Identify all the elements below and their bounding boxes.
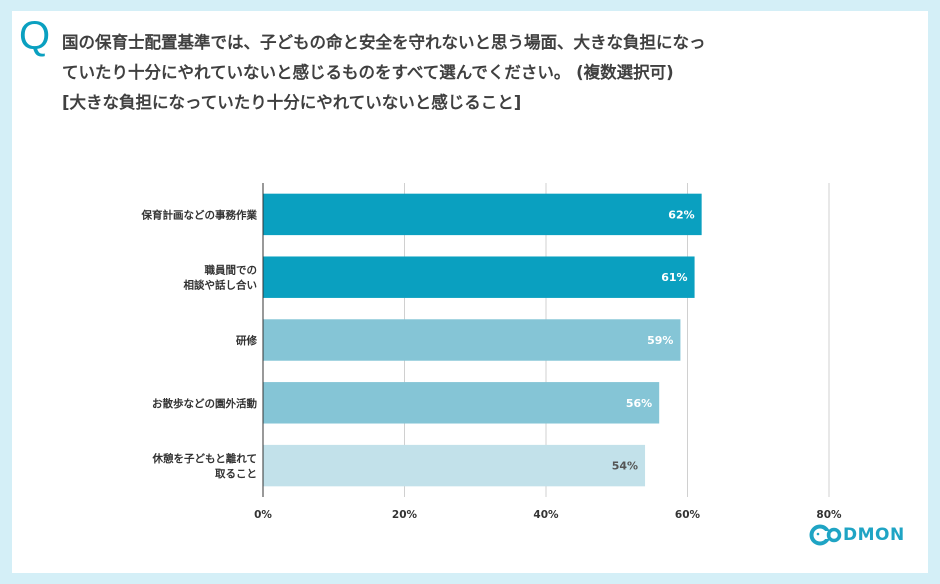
x-tick-label: 20% xyxy=(392,509,418,521)
data-label: 61% xyxy=(661,271,687,284)
category-label: 取ること xyxy=(215,468,257,480)
x-tick-label: 60% xyxy=(675,509,701,521)
q-mark: Q xyxy=(19,14,51,58)
question-text: 国の保育士配置基準では、子どもの命と安全を守れないと思う場面、大きな負担になっ … xyxy=(62,28,912,118)
data-label: 56% xyxy=(626,397,652,410)
question-line-3: [大きな負担になっていたり十分にやれていないと感じること] xyxy=(62,93,522,112)
data-label: 62% xyxy=(668,208,694,221)
category-label: 休憩を子どもと離れて xyxy=(152,452,257,465)
x-tick-label: 80% xyxy=(816,509,842,521)
x-tick-label: 0% xyxy=(254,509,272,521)
category-label: 保育計画などの事務作業 xyxy=(141,208,258,221)
category-label: 相談や話し合い xyxy=(184,279,258,292)
codmon-logo-text: DMON xyxy=(843,525,905,545)
codmon-logo-icon xyxy=(809,524,842,546)
category-label: 職員間での xyxy=(205,264,258,277)
bar xyxy=(263,256,695,298)
data-label: 54% xyxy=(612,460,638,473)
category-label: 研修 xyxy=(236,334,257,347)
x-tick-label: 40% xyxy=(533,509,559,521)
question-line-1: 国の保育士配置基準では、子どもの命と安全を守れないと思う場面、大きな負担になっ xyxy=(62,33,706,52)
codmon-logo: DMON xyxy=(809,522,905,548)
question-line-2: ていたり十分にやれていないと感じるものをすべて選んでください。 (複数選択可) xyxy=(62,63,674,82)
bar xyxy=(263,319,681,361)
bar xyxy=(263,193,702,236)
bar xyxy=(263,444,646,487)
category-label: お散歩などの園外活動 xyxy=(152,397,257,410)
data-label: 59% xyxy=(647,334,673,347)
bar xyxy=(263,382,660,424)
